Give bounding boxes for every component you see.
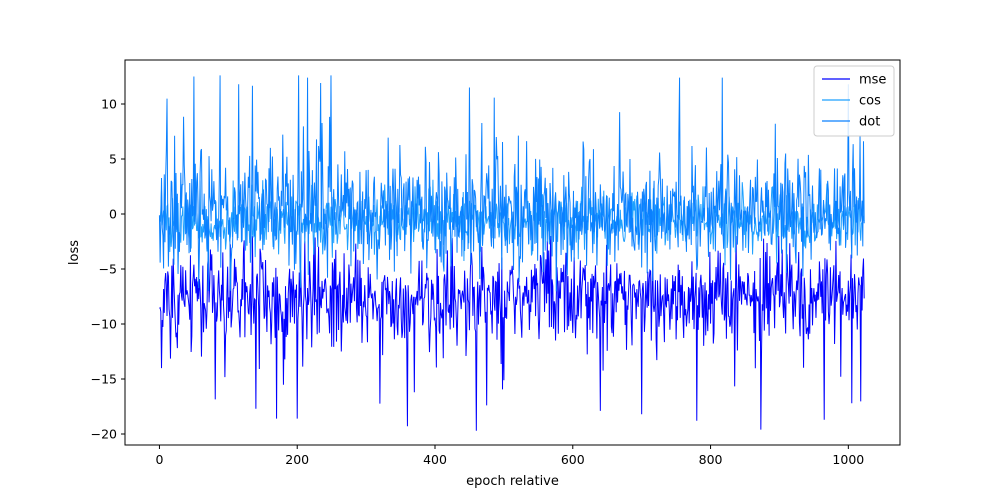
x-tick-label: 600 <box>561 452 585 467</box>
legend-label-mse: mse <box>859 73 886 88</box>
plot-frame <box>124 59 901 446</box>
y-tick-label: 5 <box>109 152 117 167</box>
x-tick-label: 1000 <box>832 452 864 467</box>
x-tick-label: 0 <box>155 452 163 467</box>
y-axis: −20 −15 −10 −5 0 5 10 <box>91 97 125 442</box>
x-axis: 0 200 400 600 800 1000 <box>155 445 864 467</box>
y-axis-label: loss <box>67 240 82 265</box>
y-tick-label: −20 <box>91 427 117 442</box>
legend: mse cos dot <box>813 65 895 137</box>
x-axis-label: epoch relative <box>466 474 559 489</box>
y-tick-label: 10 <box>101 97 117 112</box>
y-tick-label: 0 <box>109 207 117 222</box>
series-mse-line <box>159 235 865 431</box>
legend-label-cos: cos <box>859 94 881 109</box>
series-dot-line <box>158 75 865 292</box>
x-tick-label: 400 <box>423 452 447 467</box>
x-tick-label: 800 <box>699 452 723 467</box>
y-tick-label: −5 <box>99 262 117 277</box>
y-tick-label: −10 <box>91 317 117 332</box>
y-tick-label: −15 <box>91 372 117 387</box>
legend-label-dot: dot <box>859 115 880 130</box>
series-layer <box>158 75 865 431</box>
legend-box <box>813 65 895 137</box>
x-tick-label: 200 <box>285 452 309 467</box>
